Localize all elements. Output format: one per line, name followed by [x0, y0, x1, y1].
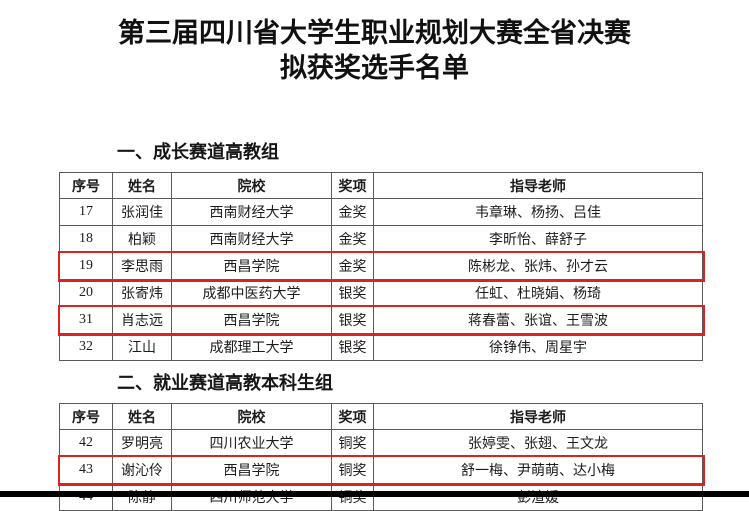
- cell-school: 成都理工大学: [171, 333, 332, 361]
- cell-award: 银奖: [331, 279, 374, 307]
- cell-advisors: 韦章琳、杨扬、吕佳: [373, 198, 703, 226]
- cell-school: 四川农业大学: [171, 429, 332, 457]
- page-title: 第三届四川省大学生职业规划大赛全省决赛 拟获奖选手名单: [0, 0, 749, 86]
- bottom-bar: [0, 491, 749, 497]
- cell-award: 铜奖: [331, 483, 374, 511]
- cell-advisors: 陈彬龙、张炜、孙才云: [373, 252, 703, 280]
- column-header-no: 序号: [59, 403, 113, 430]
- cell-name: 柏颖: [112, 225, 172, 253]
- table-row: 32 江山 成都理工大学 银奖 徐铮伟、周星宇: [59, 333, 703, 361]
- cell-school: 西南财经大学: [171, 198, 332, 226]
- column-header-no: 序号: [59, 172, 113, 199]
- table-row-highlighted: 43 谢沁伶 西昌学院 铜奖 舒一梅、尹萌萌、达小梅: [57, 454, 705, 486]
- cell-name: 谢沁伶: [112, 456, 172, 484]
- cell-name: 罗明亮: [112, 429, 172, 457]
- page-title-line1: 第三届四川省大学生职业规划大赛全省决赛: [118, 18, 631, 48]
- cell-no: 43: [59, 456, 113, 484]
- cell-advisors: 舒一梅、尹萌萌、达小梅: [373, 456, 703, 484]
- table-header-row: 序号 姓名 院校 奖项 指导老师: [59, 172, 703, 199]
- table-row: 20 张寄炜 成都中医药大学 银奖 任虹、杜晓娟、杨琦: [59, 279, 703, 307]
- table-row-highlighted: 19 李思雨 西昌学院 金奖 陈彬龙、张炜、孙才云: [57, 250, 705, 282]
- column-header-name: 姓名: [112, 172, 172, 199]
- section-heading-employment-track: 二、就业赛道高教本科生组: [117, 373, 333, 393]
- cell-school: 西昌学院: [171, 252, 332, 280]
- cell-award: 银奖: [331, 306, 374, 334]
- cell-advisors: 李昕怡、薛舒子: [373, 225, 703, 253]
- table-row-highlighted: 31 肖志远 西昌学院 银奖 蒋春蕾、张谊、王雪波: [57, 304, 705, 336]
- column-header-name: 姓名: [112, 403, 172, 430]
- cell-no: 42: [59, 429, 113, 457]
- cell-award: 金奖: [331, 198, 374, 226]
- column-header-award: 奖项: [331, 172, 374, 199]
- cell-advisors: 徐铮伟、周星宇: [373, 333, 703, 361]
- column-header-advisors: 指导老师: [373, 403, 703, 430]
- cell-no: 18: [59, 225, 113, 253]
- cell-name: 陈静: [112, 483, 172, 511]
- cell-advisors: 彭渲媛: [373, 483, 703, 511]
- table-row: 42 罗明亮 四川农业大学 铜奖 张婷雯、张翅、王文龙: [59, 429, 703, 457]
- section-heading-growth-track: 一、成长赛道高教组: [117, 142, 279, 162]
- cell-advisors: 蒋春蕾、张谊、王雪波: [373, 306, 703, 334]
- cell-award: 金奖: [331, 225, 374, 253]
- cell-school: 西昌学院: [171, 306, 332, 334]
- cell-award: 银奖: [331, 333, 374, 361]
- cell-name: 肖志远: [112, 306, 172, 334]
- cell-no: 20: [59, 279, 113, 307]
- cell-no: 17: [59, 198, 113, 226]
- growth-track-table: 序号 姓名 院校 奖项 指导老师 17 张润佳 西南财经大学 金奖 韦章琳、杨扬、吕佳 18 柏颖西…: [57, 172, 705, 361]
- cell-name: 李思雨: [112, 252, 172, 280]
- cell-no: 32: [59, 333, 113, 361]
- cell-name: 江山: [112, 333, 172, 361]
- employment-track-table-body: 42 罗明亮 四川农业大学 铜奖 张婷雯、张翅、王文龙 43 谢沁伶 西昌学院 铜奖 舒一梅、尹萌…: [57, 429, 705, 511]
- cell-school: 四川师范大学: [171, 483, 332, 511]
- cell-no: 31: [59, 306, 113, 334]
- column-header-school: 院校: [171, 172, 332, 199]
- table-header-row: 序号 姓名 院校 奖项 指导老师: [59, 403, 703, 430]
- cell-name: 张润佳: [112, 198, 172, 226]
- cell-award: 金奖: [331, 252, 374, 280]
- column-header-school: 院校: [171, 403, 332, 430]
- cell-no: 19: [59, 252, 113, 280]
- column-header-award: 奖项: [331, 403, 374, 430]
- cell-advisors: 张婷雯、张翅、王文龙: [373, 429, 703, 457]
- table-row: 18 柏颖 西南财经大学 金奖 李昕怡、薛舒子: [59, 225, 703, 253]
- cell-award: 铜奖: [331, 456, 374, 484]
- table-row: 44陈静四川师范大学铜奖彭渲媛: [59, 483, 703, 511]
- cell-school: 西南财经大学: [171, 225, 332, 253]
- cell-no: 44: [59, 483, 113, 511]
- cell-school: 成都中医药大学: [171, 279, 332, 307]
- cell-school: 西昌学院: [171, 456, 332, 484]
- column-header-advisors: 指导老师: [373, 172, 703, 199]
- table-row: 17 张润佳 西南财经大学 金奖 韦章琳、杨扬、吕佳: [59, 198, 703, 226]
- cell-advisors: 任虹、杜晓娟、杨琦: [373, 279, 703, 307]
- cell-award: 铜奖: [331, 429, 374, 457]
- cell-name: 张寄炜: [112, 279, 172, 307]
- growth-track-table-body: 17 张润佳 西南财经大学 金奖 韦章琳、杨扬、吕佳 18 柏颖 西南财经大学 金奖 李昕怡、薛舒…: [57, 198, 705, 361]
- page-title-line2: 拟获奖选手名单: [280, 53, 469, 83]
